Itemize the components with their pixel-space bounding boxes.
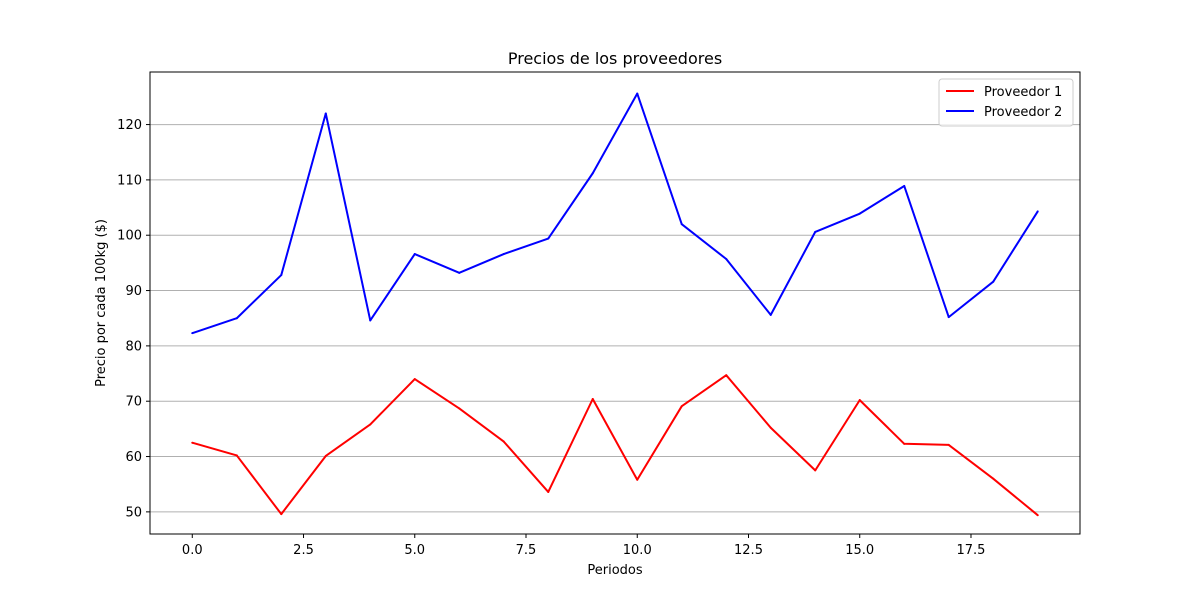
data-point [903, 184, 906, 187]
legend-label-proveedor-1: Proveedor 1 [984, 85, 1062, 100]
data-point [502, 253, 505, 256]
y-tick-label: 120 [117, 118, 142, 133]
plot-frame [149, 71, 1081, 535]
x-tick-label: 5.0 [404, 543, 425, 558]
data-point [458, 407, 461, 410]
data-point [413, 378, 416, 381]
data-point [814, 230, 817, 233]
data-point [858, 212, 861, 215]
grid-layer [150, 124, 1080, 513]
series-points-proveedor-1 [191, 374, 1039, 517]
data-point [1036, 514, 1039, 517]
data-point [235, 454, 238, 457]
legend-label-proveedor-2: Proveedor 2 [984, 105, 1062, 120]
data-point [1036, 210, 1039, 213]
data-point [725, 374, 728, 377]
data-point [369, 423, 372, 426]
x-tick-label: 10.0 [623, 543, 652, 558]
data-point [680, 223, 683, 226]
data-point [280, 513, 283, 516]
data-point [458, 271, 461, 274]
data-point [547, 490, 550, 493]
data-point [547, 237, 550, 240]
y-tick-label: 70 [125, 395, 142, 410]
x-axis-label: Periodos [587, 563, 642, 578]
x-tick-label: 12.5 [734, 543, 763, 558]
data-point [591, 172, 594, 175]
data-point [502, 440, 505, 443]
data-point [992, 280, 995, 283]
x-tick-label: 7.5 [516, 543, 537, 558]
data-point [324, 112, 327, 115]
data-point [769, 426, 772, 429]
data-point [636, 92, 639, 95]
y-tick-label: 110 [117, 173, 142, 188]
data-point [858, 399, 861, 402]
data-point [591, 397, 594, 400]
data-point [947, 316, 950, 319]
data-point [191, 441, 194, 444]
x-tick-label: 2.5 [293, 543, 314, 558]
data-point [413, 253, 416, 256]
x-axis-ticks: 0.0 2.5 5.0 7.5 10.0 12.5 15.0 17.5 [182, 534, 986, 558]
y-axis-ticks: 50 60 70 80 90 100 110 120 [117, 118, 150, 520]
data-point [280, 274, 283, 277]
x-tick-label: 0.0 [182, 543, 203, 558]
series-layer [191, 92, 1039, 517]
y-tick-label: 80 [125, 339, 142, 354]
y-tick-label: 90 [125, 284, 142, 299]
data-point [903, 442, 906, 445]
data-point [680, 405, 683, 408]
x-tick-label: 15.0 [845, 543, 874, 558]
data-point [235, 317, 238, 320]
data-point [191, 332, 194, 335]
data-point [369, 319, 372, 322]
data-point [947, 443, 950, 446]
data-point [769, 313, 772, 316]
y-tick-label: 100 [117, 229, 142, 244]
y-axis-label: Precio por cada 100kg ($) [94, 219, 109, 387]
data-point [992, 477, 995, 480]
series-line-proveedor-2 [191, 92, 1039, 335]
legend: Proveedor 1 Proveedor 2 [938, 78, 1074, 127]
series-line-proveedor-1 [191, 374, 1039, 516]
y-tick-label: 60 [125, 450, 142, 465]
y-tick-label: 50 [125, 505, 142, 520]
series-points-proveedor-2 [191, 92, 1039, 335]
chart-title: Precios de los proveedores [508, 49, 722, 68]
x-tick-label: 17.5 [957, 543, 986, 558]
data-point [725, 258, 728, 261]
data-point [814, 469, 817, 472]
data-point [636, 478, 639, 481]
data-point [324, 454, 327, 457]
